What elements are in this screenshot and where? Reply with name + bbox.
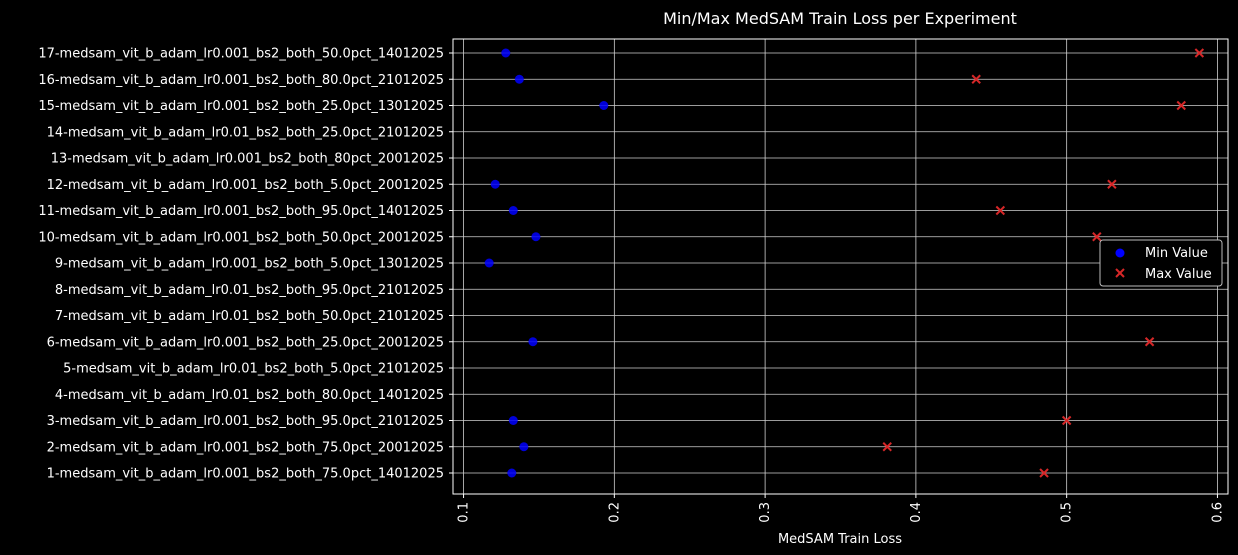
min-value-point [508, 416, 518, 425]
legend-min-marker [1115, 248, 1125, 258]
y-tick-label: 14-medsam_vit_b_adam_lr0.01_bs2_both_25.… [47, 125, 444, 140]
legend-min-label: Min Value [1145, 246, 1208, 261]
legend-box [1099, 239, 1223, 287]
y-tick-label: 17-medsam_vit_b_adam_lr0.001_bs2_both_50… [38, 47, 444, 62]
legend: Min Value Max Value [1099, 239, 1223, 287]
max-value-point [971, 74, 981, 84]
chart-title: Min/Max MedSAM Train Loss per Experiment [663, 9, 1017, 28]
min-value-point [531, 232, 541, 242]
y-tick-label: 4-medsam_vit_b_adam_lr0.01_bs2_both_80.0… [55, 388, 444, 403]
min-value-point [508, 206, 518, 215]
data-marks [484, 48, 1205, 478]
x-tick-label: 0.6 [1210, 502, 1225, 523]
y-tick-label: 7-medsam_vit_b_adam_lr0.01_bs2_both_50.0… [55, 309, 444, 324]
min-value-point [484, 258, 494, 268]
min-value-point [507, 468, 517, 478]
x-tick-label: 0.5 [1060, 502, 1075, 523]
x-tick-label: 0.3 [758, 502, 773, 523]
y-tick-label: 6-medsam_vit_b_adam_lr0.001_bs2_both_25.… [47, 335, 444, 350]
y-tick-label: 10-medsam_vit_b_adam_lr0.001_bs2_both_50… [38, 230, 444, 245]
y-tick-label: 1-medsam_vit_b_adam_lr0.001_bs2_both_75.… [47, 467, 444, 482]
max-value-point [1107, 179, 1117, 189]
legend-max-marker [1115, 268, 1125, 278]
x-axis-title: MedSAM Train Loss [778, 532, 902, 547]
plot-frame [452, 38, 1229, 495]
y-tick-label: 3-medsam_vit_b_adam_lr0.001_bs2_both_95.… [47, 414, 444, 429]
x-axis: 0.1 0.2 0.3 0.4 0.5 0.6 [457, 494, 1225, 523]
min-value-point [528, 337, 538, 347]
y-tick-label: 11-medsam_vit_b_adam_lr0.001_bs2_both_95… [38, 204, 444, 219]
max-value-point [1176, 100, 1186, 111]
max-value-point [1061, 415, 1072, 426]
grid [453, 39, 1228, 494]
y-tick-label: 5-medsam_vit_b_adam_lr0.01_bs2_both_5.0p… [63, 362, 444, 377]
max-value-point [882, 442, 892, 452]
min-value-point [501, 48, 511, 58]
x-tick-label: 0.2 [607, 502, 622, 523]
y-tick-label: 13-medsam_vit_b_adam_lr0.001_bs2_both_80… [51, 152, 444, 167]
min-value-point [514, 74, 524, 84]
y-axis: 1-medsam_vit_b_adam_lr0.001_bs2_both_75.… [38, 47, 453, 482]
max-value-point [1194, 48, 1205, 58]
y-tick-label: 12-medsam_vit_b_adam_lr0.001_bs2_both_5.… [47, 178, 444, 193]
legend-max-label: Max Value [1145, 267, 1212, 282]
min-value-point [599, 101, 609, 110]
min-value-point [519, 442, 529, 452]
y-tick-label: 9-medsam_vit_b_adam_lr0.001_bs2_both_5.0… [55, 257, 444, 272]
max-value-point [1144, 337, 1155, 347]
y-tick-label: 16-medsam_vit_b_adam_lr0.001_bs2_both_80… [38, 73, 444, 88]
y-tick-label: 8-medsam_vit_b_adam_lr0.01_bs2_both_95.0… [55, 283, 444, 298]
y-tick-label: 15-medsam_vit_b_adam_lr0.001_bs2_both_25… [38, 99, 444, 114]
x-tick-label: 0.4 [909, 502, 924, 523]
x-tick-label: 0.1 [457, 502, 472, 523]
max-value-point [1039, 468, 1049, 478]
max-value-point [995, 205, 1006, 216]
max-value-point [1092, 232, 1102, 242]
min-value-point [490, 179, 500, 189]
y-tick-label: 2-medsam_vit_b_adam_lr0.001_bs2_both_75.… [47, 440, 444, 455]
